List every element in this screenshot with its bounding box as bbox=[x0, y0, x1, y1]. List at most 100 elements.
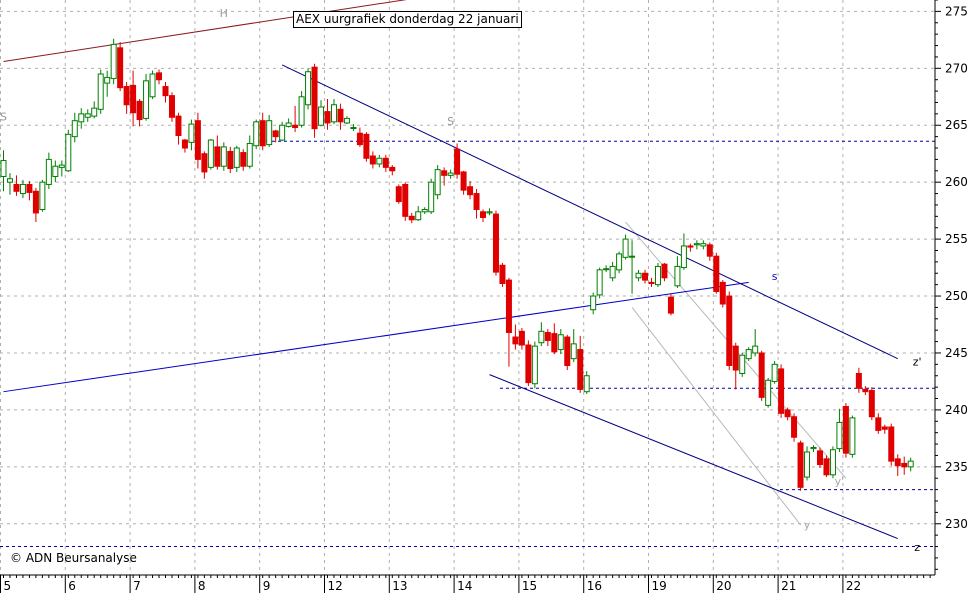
trendline bbox=[3, 281, 749, 393]
candle-body bbox=[78, 113, 85, 123]
candle-body bbox=[110, 43, 117, 80]
candle-body bbox=[693, 243, 700, 246]
candle-body bbox=[324, 111, 331, 124]
candle-body bbox=[194, 120, 201, 160]
candle-body bbox=[901, 462, 908, 468]
chart-annotation: z bbox=[914, 541, 920, 554]
x-tick-label: 19 bbox=[652, 579, 667, 593]
candle-body bbox=[473, 193, 480, 211]
candle-body bbox=[428, 181, 435, 213]
x-tick-label: 15 bbox=[522, 579, 537, 593]
candle-body bbox=[162, 86, 169, 97]
candle-body bbox=[389, 166, 396, 172]
candle-body bbox=[810, 446, 817, 450]
candle-body bbox=[823, 458, 830, 476]
candle-body bbox=[305, 71, 312, 106]
x-tick-label: 22 bbox=[846, 579, 861, 593]
candle-body bbox=[104, 76, 111, 84]
candle-body bbox=[259, 120, 266, 147]
candle-body bbox=[603, 268, 610, 271]
candle-body bbox=[564, 336, 571, 366]
candle-body bbox=[499, 264, 506, 285]
candle-body bbox=[667, 296, 674, 314]
candle-body bbox=[136, 100, 143, 121]
x-tick-label: 16 bbox=[587, 579, 602, 593]
candle-body bbox=[143, 80, 150, 119]
candle-body bbox=[337, 108, 344, 123]
candle-body bbox=[855, 372, 862, 389]
candle-body bbox=[201, 153, 208, 173]
x-tick-label: 14 bbox=[457, 579, 472, 593]
candle-body bbox=[214, 146, 221, 167]
candle-body bbox=[745, 349, 752, 360]
candle-body bbox=[642, 272, 649, 281]
candle-body bbox=[330, 104, 337, 123]
candle-body bbox=[609, 265, 616, 279]
chart-annotation: s bbox=[772, 270, 778, 283]
candle-body bbox=[343, 117, 350, 124]
plot-area bbox=[0, 0, 935, 575]
candle-body bbox=[492, 213, 499, 273]
candle-body bbox=[434, 169, 441, 196]
x-axis: 5 6 7 8 9 12 13 14 15 16 19 20 21 22 bbox=[0, 574, 935, 593]
candle-body bbox=[480, 211, 487, 218]
candle-body bbox=[836, 421, 843, 450]
candle-body bbox=[849, 417, 856, 455]
candle-body bbox=[6, 178, 13, 183]
candle-body bbox=[590, 295, 597, 311]
candle-body bbox=[253, 121, 260, 147]
candle-body bbox=[791, 416, 798, 438]
x-tick-label: 21 bbox=[781, 579, 796, 593]
candle-body bbox=[687, 245, 694, 248]
candle-body bbox=[272, 130, 279, 138]
candle-body bbox=[551, 333, 558, 353]
candle-body bbox=[376, 157, 383, 165]
candle-body bbox=[622, 238, 629, 258]
candle-body bbox=[350, 127, 357, 130]
candle-body bbox=[674, 265, 681, 287]
candle-body bbox=[881, 426, 888, 430]
y-tick-label: 265 bbox=[945, 118, 968, 132]
candle-body bbox=[596, 269, 603, 296]
candle-body bbox=[285, 122, 292, 127]
candle-body bbox=[713, 255, 720, 292]
candle-body bbox=[421, 209, 428, 213]
x-tick-label: 12 bbox=[328, 579, 343, 593]
candle-body bbox=[616, 253, 623, 271]
trendline bbox=[3, 0, 407, 62]
y-tick-label: 235 bbox=[945, 460, 968, 474]
candle-body bbox=[363, 133, 370, 159]
candle-body bbox=[233, 147, 240, 168]
candle-body bbox=[175, 115, 182, 136]
candle-body bbox=[117, 47, 124, 89]
candle-body bbox=[538, 330, 545, 344]
candle-body bbox=[732, 345, 739, 371]
candle-body bbox=[123, 86, 130, 106]
candle-body bbox=[181, 139, 188, 149]
candle-body bbox=[719, 281, 726, 305]
candle-body bbox=[298, 96, 305, 126]
candle-body bbox=[318, 106, 325, 126]
chart-annotation: S bbox=[447, 115, 454, 128]
candle-body bbox=[19, 183, 26, 195]
candle-body bbox=[829, 449, 836, 476]
candle-body bbox=[557, 334, 564, 351]
candle-body bbox=[52, 165, 59, 177]
trendline bbox=[489, 374, 898, 540]
y-axis: 230 235 240 245 250 255 260 265 270 275 bbox=[934, 0, 968, 575]
candle-body bbox=[907, 460, 914, 468]
candle-body bbox=[505, 279, 512, 333]
candle-body bbox=[525, 344, 532, 384]
candle-body bbox=[246, 142, 253, 167]
candle-body bbox=[65, 133, 72, 172]
candle-body bbox=[765, 379, 772, 406]
candle-body bbox=[58, 164, 65, 168]
candle-body bbox=[71, 120, 78, 138]
candle-body bbox=[680, 245, 687, 269]
x-tick-label: 13 bbox=[392, 579, 407, 593]
grid bbox=[0, 0, 935, 575]
candle-body bbox=[26, 183, 33, 193]
candle-body bbox=[875, 417, 882, 431]
y-tick-label: 230 bbox=[945, 517, 968, 531]
